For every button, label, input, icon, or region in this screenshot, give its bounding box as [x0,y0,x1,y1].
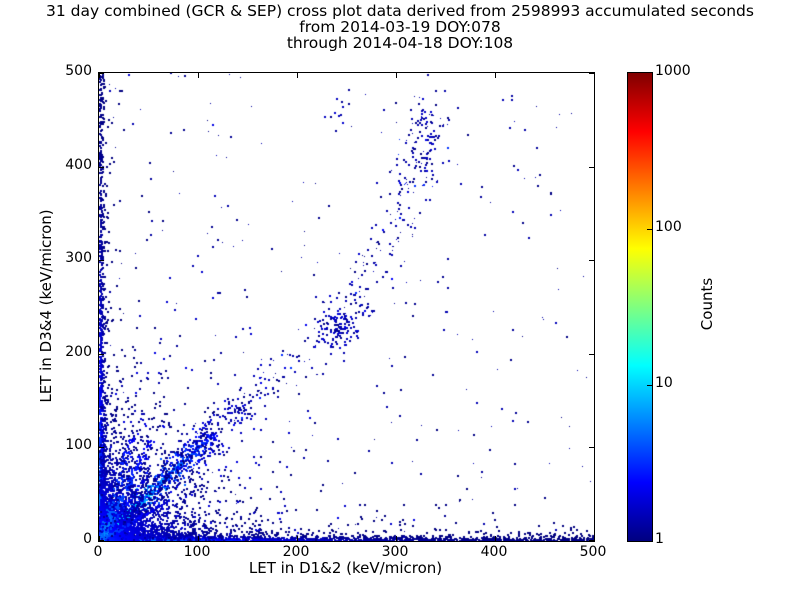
tick-mark [99,260,104,261]
tick-mark [297,536,298,541]
colorbar-label: Counts [698,277,716,331]
tick-mark [99,540,104,541]
x-tick-label: 100 [183,544,211,560]
tick-mark [594,536,595,541]
tick-mark [647,229,652,230]
x-axis-label: LET in D1&2 (keV/micron) [248,559,443,577]
x-tick-label: 0 [93,544,103,560]
title-line-2: from 2014-03-19 DOY:078 [299,18,501,36]
tick-mark [589,167,594,168]
colorbar-tick-label: 1 [655,531,664,547]
tick-mark [594,73,595,78]
tick-mark [647,385,652,386]
tick-mark [589,354,594,355]
tick-mark [297,73,298,78]
tick-mark [589,73,594,74]
y-axis-label: LET in D3&4 (keV/micron) [37,209,55,403]
tick-mark [99,73,100,78]
x-tick-label: 400 [480,544,508,560]
x-tick-label: 200 [282,544,310,560]
plot-area [98,72,595,542]
y-tick-label: 200 [65,344,92,360]
colorbar-tick-label: 10 [655,375,673,391]
tick-mark [198,536,199,541]
tick-mark [198,73,199,78]
x-tick-label: 300 [381,544,409,560]
tick-mark [495,73,496,78]
y-tick-label: 0 [83,531,92,547]
title-line-3: through 2014-04-18 DOY:108 [286,34,514,52]
x-tick-label: 500 [579,544,607,560]
tick-mark [589,260,594,261]
tick-mark [589,447,594,448]
y-tick-label: 300 [65,250,92,266]
y-tick-label: 500 [65,63,92,79]
chart-title: 31 day combined (GCR & SEP) cross plot d… [0,3,800,51]
tick-mark [99,447,104,448]
colorbar-tick-label: 1000 [655,63,691,79]
y-tick-label: 400 [65,157,92,173]
tick-mark [396,73,397,78]
tick-mark [99,73,104,74]
colorbar [627,72,653,542]
tick-mark [99,167,104,168]
scatter-canvas [99,73,594,541]
y-tick-label: 100 [65,437,92,453]
tick-mark [99,536,100,541]
tick-mark [99,354,104,355]
tick-mark [589,540,594,541]
tick-mark [495,536,496,541]
tick-mark [396,536,397,541]
colorbar-tick-label: 100 [655,219,682,235]
title-line-1: 31 day combined (GCR & SEP) cross plot d… [46,2,754,20]
